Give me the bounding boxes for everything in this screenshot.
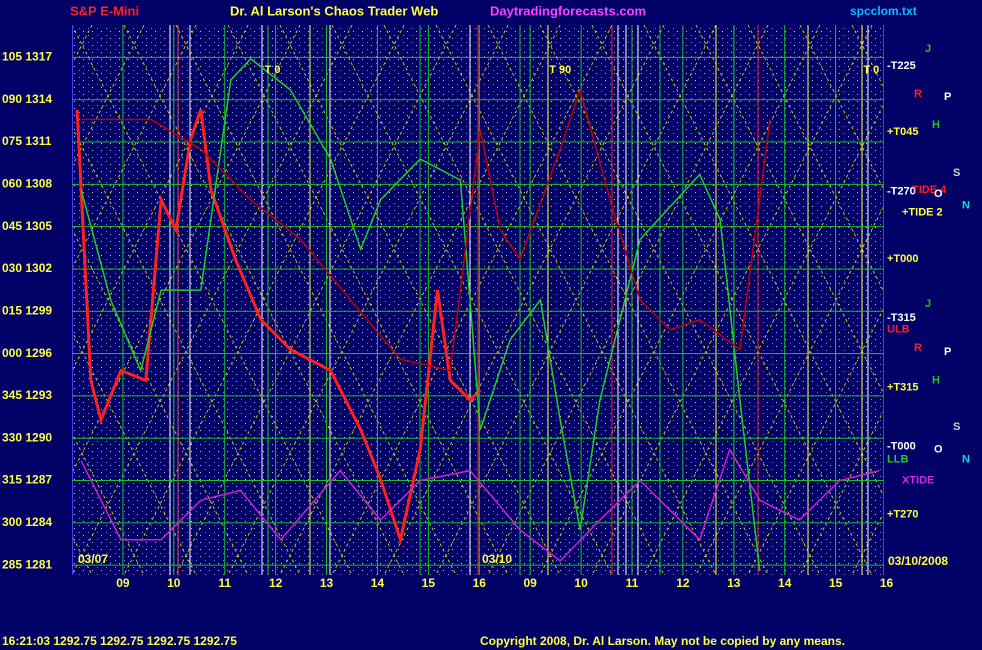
planet-label: H [932,374,940,386]
y-tick-label: 300 1284 [2,515,52,529]
planet-label: N [962,453,970,465]
y-tick-label: 090 1314 [2,92,52,106]
decor-line [227,25,509,575]
level-label: +T270 [887,508,919,520]
y-tick-label: 075 1311 [2,134,52,148]
y-tick-label: 015 1299 [2,303,52,317]
x-tick-label: 16 [880,576,894,590]
decor-line [72,25,197,270]
decor-line [643,102,884,575]
x-tick-label: 10 [167,576,181,590]
file-name: spcclom.txt [850,4,917,18]
y-tick-label: 000 1296 [2,346,52,360]
x-tick-label: 15 [829,576,843,590]
level-label: LLB [887,453,908,465]
planet-label: N [962,199,970,211]
level-label: -T315 [887,312,916,324]
x-tick-label: 10 [574,576,588,590]
decor-line [331,25,613,575]
level-label: +T045 [887,126,919,138]
decor-line [383,25,665,575]
planet-label: O [934,188,943,200]
series-line [75,109,482,546]
x-tick-label: 13 [727,576,741,590]
copyright: Copyright 2008, Dr. Al Larson. May not b… [480,634,845,648]
x-tick-label: 13 [320,576,334,590]
level-label: +T315 [887,381,919,393]
level-label: TIDE 4 [912,184,947,196]
date-label: 03/07 [78,552,108,566]
y-tick-label: 315 1287 [2,473,52,487]
x-tick-label: 09 [116,576,130,590]
planet-label: O [934,443,943,455]
series-line [81,87,771,372]
level-label: XTIDE [902,474,934,486]
planet-label: J [925,43,931,55]
chart-title: Dr. Al Larson's Chaos Trader Web [230,3,438,18]
symbol: S&P E-Mini [70,3,139,18]
decor-line [591,25,873,575]
x-tick-label: 16 [473,576,487,590]
series-line [80,447,880,562]
level-label: ULB [887,324,910,336]
x-tick-label: 14 [371,576,385,590]
planet-label: H [932,119,940,131]
x-tick-label: 11 [626,576,639,590]
decor-line [539,25,821,575]
annotation: T 90 [549,64,571,76]
planet-label: R [914,342,922,354]
y-tick-label: 045 1305 [2,219,52,233]
level-label: -T000 [887,441,916,453]
x-tick-label: 11 [218,576,231,590]
annotation: T 0 [265,64,281,76]
x-tick-label: 12 [676,576,690,590]
decor-line [175,25,457,575]
y-tick-label: 285 1281 [2,557,52,571]
y-tick-label: 105 1317 [2,50,52,64]
y-tick-label: 345 1293 [2,388,52,402]
planet-label: P [944,346,951,358]
level-label: -T270 [887,185,916,197]
y-tick-label: 330 1290 [2,430,52,444]
y-tick-label: 030 1302 [2,261,52,275]
planet-label: J [925,298,931,310]
planet-label: R [914,88,922,100]
planet-label: S [953,421,960,433]
decor-line [747,25,884,294]
planet-label: P [944,91,951,103]
level-label: +T000 [887,253,919,265]
date-label: 03/10 [482,552,512,566]
status: 16:21:03 1292.75 1292.75 1292.75 1292.75 [2,634,237,648]
site: Daytradingforecasts.com [490,3,646,18]
decor-line [435,25,717,575]
date-label: 03/10/2008 [888,554,948,568]
x-tick-label: 15 [422,576,436,590]
level-label: +TIDE 2 [902,206,943,218]
decor-line [123,25,405,575]
series-line [80,57,761,571]
decor-line [487,25,769,575]
planet-label: S [953,167,960,179]
decor-line [72,25,145,168]
annotation: T 0 [863,64,879,76]
decor-line [799,25,884,192]
decor-line [72,25,301,474]
x-tick-label: 14 [778,576,792,590]
y-tick-label: 060 1308 [2,177,52,191]
level-label: -T225 [887,60,916,72]
x-tick-label: 12 [269,576,283,590]
x-tick-label: 09 [524,576,538,590]
